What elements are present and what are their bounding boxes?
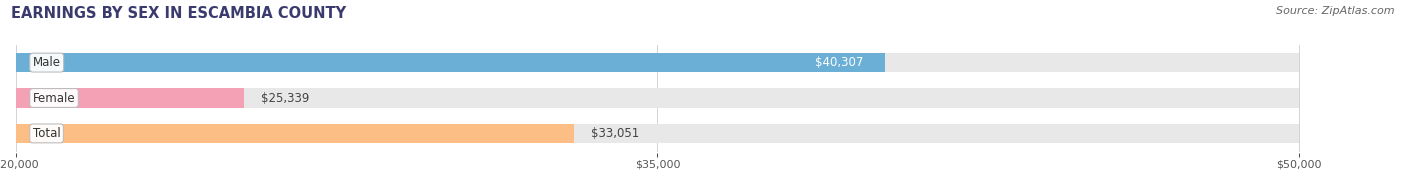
- Text: $40,307: $40,307: [815, 56, 863, 69]
- Text: Total: Total: [32, 127, 60, 140]
- Bar: [15, 88, 245, 108]
- Text: $33,051: $33,051: [591, 127, 640, 140]
- Text: EARNINGS BY SEX IN ESCAMBIA COUNTY: EARNINGS BY SEX IN ESCAMBIA COUNTY: [11, 6, 346, 21]
- Text: Male: Male: [32, 56, 60, 69]
- Text: Female: Female: [32, 92, 76, 104]
- Bar: [15, 88, 1299, 108]
- Bar: [15, 53, 1299, 72]
- Text: Source: ZipAtlas.com: Source: ZipAtlas.com: [1277, 6, 1395, 16]
- Bar: [15, 124, 574, 143]
- Text: $25,339: $25,339: [262, 92, 309, 104]
- Bar: [15, 53, 884, 72]
- Bar: [15, 124, 1299, 143]
